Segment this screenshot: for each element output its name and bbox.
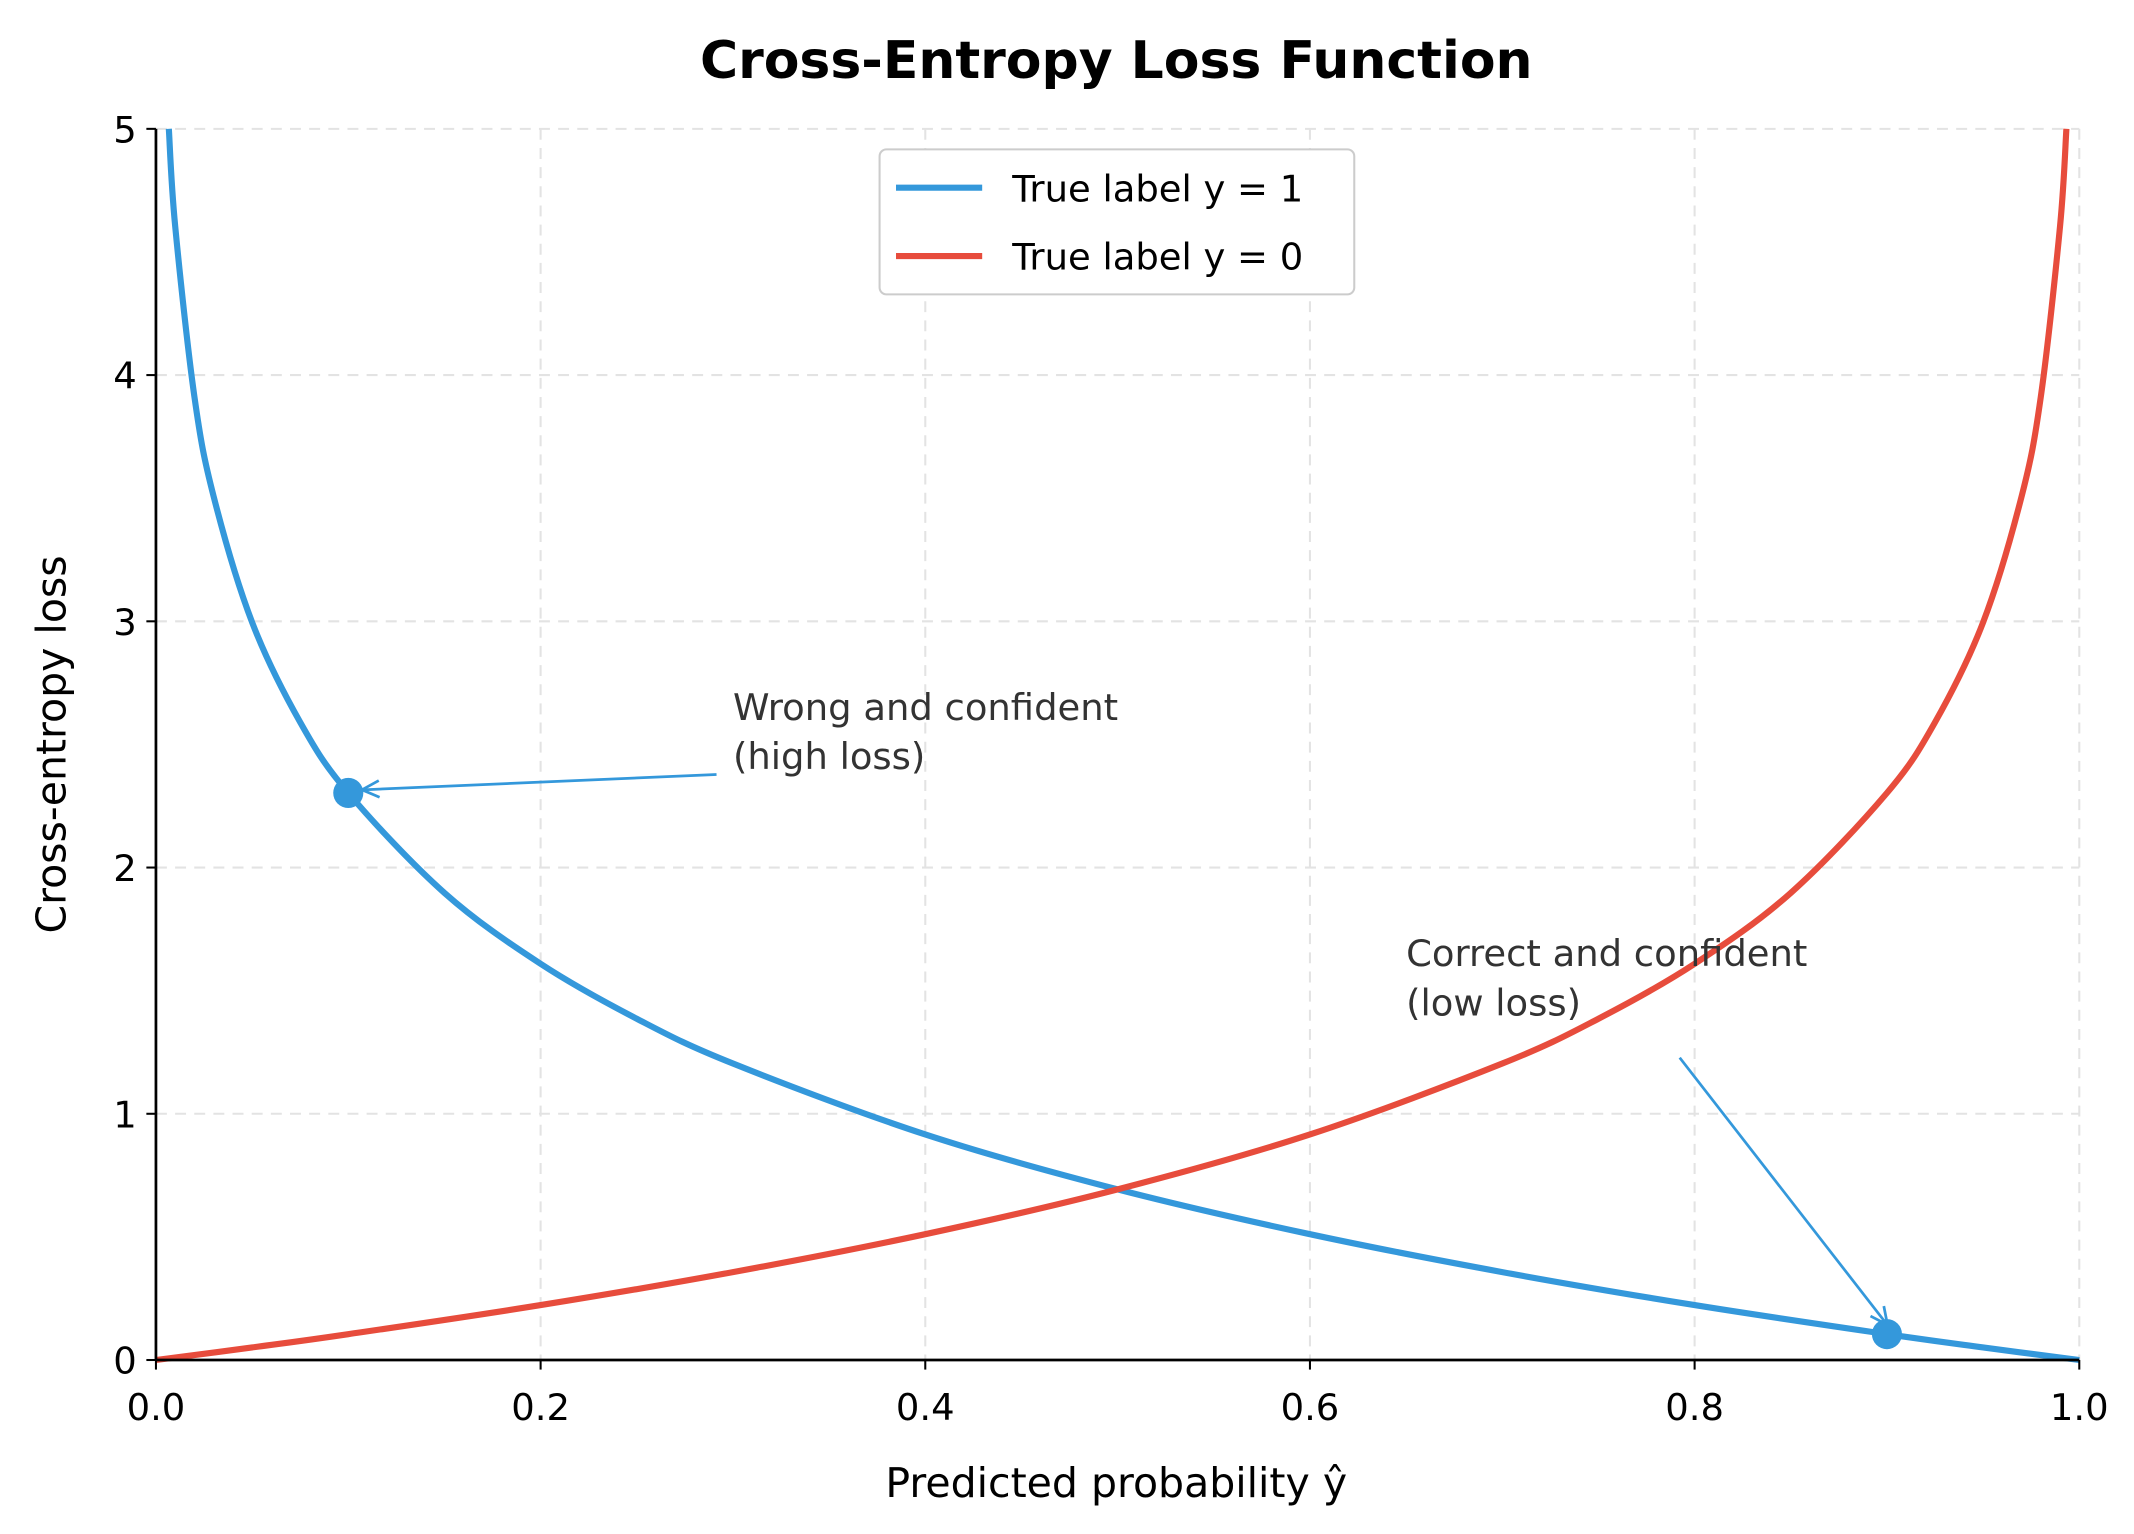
ticks: 0.0 0.2 0.4 0.6 0.8 1.0 0 1 2 3 4 5: [113, 109, 2108, 1430]
series-layer: [155, 128, 2080, 1364]
chart-title: Cross-Entropy Loss Function: [700, 31, 1533, 91]
y-tick-label: 3: [113, 601, 137, 644]
y-tick-label: 2: [113, 847, 137, 890]
x-tick-label: 0.6: [1281, 1386, 1340, 1429]
annotation-text: (high loss): [733, 735, 925, 778]
y-tick-label: 5: [113, 109, 137, 152]
x-axis-label: Predicted probability ŷ: [885, 1459, 1347, 1507]
x-tick-label: 1.0: [2050, 1386, 2109, 1429]
legend-label: True label y = 0: [1011, 236, 1303, 279]
series-line-y1: [165, 128, 2080, 1364]
annotation-arrow: [353, 773, 717, 792]
y-axis-label: Cross-entropy loss: [28, 555, 76, 933]
grid: [154, 127, 2081, 1362]
x-tick-label: 0.8: [1665, 1386, 1724, 1429]
y-tick-label: 4: [113, 355, 137, 398]
x-tick-label: 0.2: [511, 1386, 570, 1429]
y-tick-label: 0: [113, 1340, 137, 1383]
annotations: Wrong and confident (high loss) Correct an…: [333, 686, 1902, 1350]
x-tick-label: 0.4: [896, 1386, 955, 1429]
annotation-point: [1871, 1319, 1902, 1350]
annotation-arrow: [1678, 1056, 1894, 1333]
annotation-point: [333, 777, 364, 808]
annotation-text: Correct and confident: [1406, 932, 1807, 975]
series-line-y0: [155, 128, 2070, 1364]
annotation-text: Wrong and confident: [733, 686, 1118, 729]
legend-label: True label y = 1: [1011, 167, 1303, 210]
x-tick-label: 0.0: [127, 1386, 186, 1429]
legend-box: [878, 148, 1356, 296]
legend: True label y = 1 True label y = 0: [878, 148, 1356, 296]
annotation-text: (low loss): [1406, 981, 1581, 1024]
y-tick-label: 1: [113, 1093, 137, 1136]
axes: [154, 128, 2080, 1362]
